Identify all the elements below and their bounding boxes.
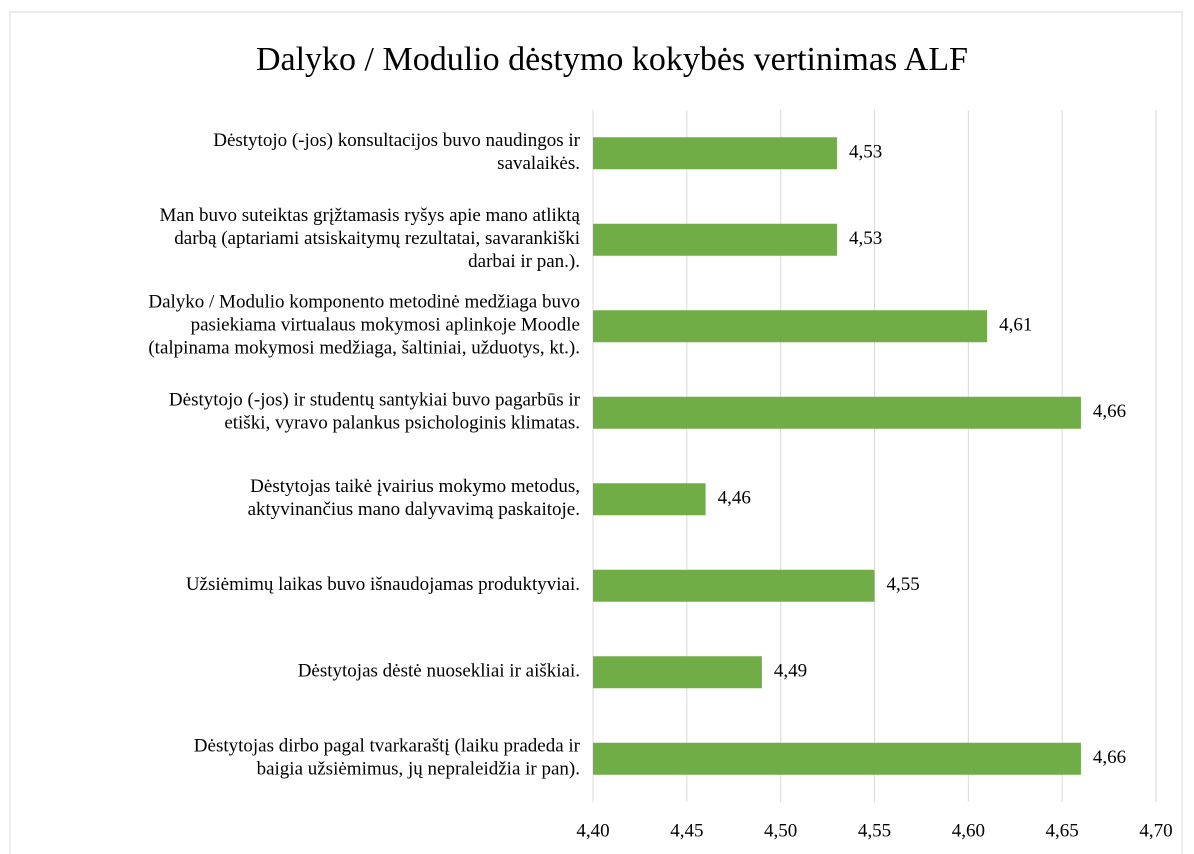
bar	[593, 396, 1081, 429]
y-tick-label: pasiekiama virtualaus mokymosi aplinkoje…	[191, 315, 580, 336]
x-tick-label: 4,60	[952, 820, 985, 841]
y-tick-label: baigia užsiėmimus, jų nepraleidžia ir pa…	[257, 759, 580, 780]
value-label: 4,61	[999, 315, 1032, 336]
y-tick-label: Užsiėmimų laikas buvo išnaudojamas produ…	[186, 574, 580, 595]
chart-border	[9, 11, 1183, 854]
y-tick-label: Dėstytojo (-jos) ir studentų santykiai b…	[169, 390, 581, 411]
value-label: 4,49	[774, 661, 807, 682]
y-tick-label: etiški, vyravo palankus psichologinis kl…	[224, 413, 580, 434]
value-label: 4,66	[1093, 401, 1126, 422]
bar	[593, 310, 988, 343]
value-label: 4,66	[1093, 747, 1126, 768]
y-tick-label: Dėstytojas dėstė nuosekliai ir aiškiai.	[298, 661, 580, 682]
x-tick-label: 4,40	[576, 820, 609, 841]
y-tick-label: Dėstytojas dirbo pagal tvarkaraštį (laik…	[194, 736, 581, 757]
y-tick-label: Dėstytojo (-jos) konsultacijos buvo naud…	[213, 130, 580, 151]
bar	[593, 742, 1081, 775]
value-label: 4,46	[718, 488, 751, 509]
bar	[593, 223, 837, 256]
bar	[593, 137, 837, 170]
value-label: 4,53	[849, 228, 882, 249]
bar	[593, 656, 762, 689]
x-tick-label: 4,55	[858, 820, 891, 841]
bar	[593, 569, 875, 602]
y-tick-label: Dalyko / Modulio komponento metodinė med…	[148, 292, 580, 313]
x-tick-label: 4,50	[764, 820, 797, 841]
x-tick-label: 4,70	[1139, 820, 1172, 841]
y-tick-label: darbą (aptariami atsiskaitymų rezultatai…	[174, 228, 580, 249]
y-tick-label: Dėstytojas taikė įvairius mokymo metodus…	[250, 476, 580, 497]
y-tick-label: darbai ir pan.).	[468, 251, 580, 272]
bar	[593, 483, 706, 516]
value-label: 4,53	[849, 142, 882, 163]
y-tick-label: aktyvinančius mano dalyvavimą paskaitoje…	[248, 499, 580, 520]
chart-title: Dalyko / Modulio dėstymo kokybės vertini…	[256, 41, 968, 78]
value-label: 4,55	[887, 574, 920, 595]
y-tick-label: Man buvo suteiktas grįžtamasis ryšys api…	[159, 205, 580, 226]
x-tick-label: 4,45	[670, 820, 703, 841]
y-tick-label: savalaikės.	[497, 153, 580, 174]
x-tick-label: 4,65	[1046, 820, 1079, 841]
y-tick-label: (talpinama mokymosi medžiaga, šaltiniai,…	[148, 338, 580, 359]
